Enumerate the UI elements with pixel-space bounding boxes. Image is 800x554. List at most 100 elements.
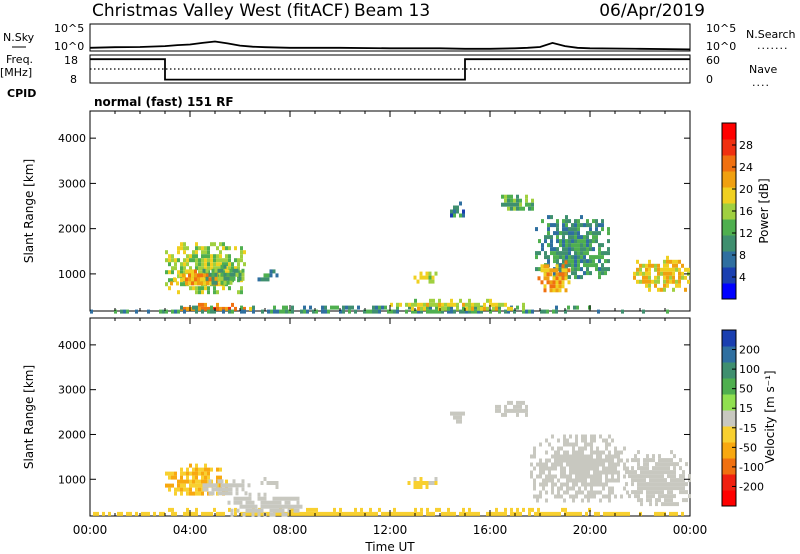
heatmap-cell [535,267,538,272]
heatmap-cell [220,272,224,277]
heatmap-cell [535,251,538,256]
heatmap-cell [135,309,138,314]
heatmap-cell [204,475,207,480]
heatmap-cell [180,282,183,287]
heatmap-cell [676,502,679,507]
heatmap-cell [555,309,558,314]
heatmap-cell [477,306,480,311]
heatmap-cell [228,306,231,311]
velocity-ytick-label-3: 4000 [58,339,86,352]
heatmap-cell [621,309,624,314]
heatmap-cell [519,206,522,211]
heatmap-cell [233,500,237,505]
heatmap-cell [673,474,676,479]
heatmap-cell [581,474,584,479]
heatmap-cell [414,507,417,512]
heatmap-cell [681,263,684,268]
heatmap-cell [589,231,592,236]
heatmap-cell [654,267,657,272]
heatmap-cell [195,471,198,476]
heatmap-cell [210,258,213,263]
heatmap-cell [599,450,602,455]
heatmap-cell [673,478,676,483]
heatmap-cell [569,434,572,439]
heatmap-cell [574,259,577,264]
mode-text: normal (fast) 151 RF [94,95,234,109]
heatmap-cell [216,262,219,267]
heatmap-cell [667,486,670,491]
heatmap-cell [559,263,562,268]
heatmap-cell [553,223,556,228]
heatmap-cell [453,511,456,516]
heatmap-cell [670,502,673,507]
heatmap-cell [260,504,264,509]
heatmap-cell [396,302,399,307]
heatmap-cell [583,243,586,248]
heatmap-cell [231,266,234,271]
velocity-colorbar-swatch-7 [722,378,736,395]
heatmap-cell [236,500,240,505]
heatmap-cell [501,412,504,417]
heatmap-cell [351,511,354,516]
heatmap-cell [663,259,666,264]
heatmap-cell [213,254,216,259]
heatmap-cell [223,264,227,269]
heatmap-cell [557,446,560,451]
heatmap-cell [571,247,574,252]
heatmap-cell [219,306,222,311]
heatmap-cell [249,511,252,516]
heatmap-cell [174,511,177,516]
heatmap-cell [593,478,596,483]
heatmap-cell [584,470,587,475]
heatmap-cell [191,277,194,282]
heatmap-cell [601,263,604,268]
heatmap-cell [586,223,589,228]
heatmap-cell [229,272,233,277]
heatmap-cell [590,486,593,491]
heatmap-cell [186,246,189,251]
heatmap-cell [210,242,213,247]
heatmap-cell [651,279,654,284]
heatmap-cell [552,284,556,289]
power-heatmap [90,194,690,314]
heatmap-cell [171,475,174,480]
heatmap-cell [525,412,528,417]
heatmap-cell [498,309,501,314]
heatmap-cell [241,479,245,484]
heatmap-cell [590,454,593,459]
heatmap-cell [599,470,602,475]
heatmap-cell [596,450,599,455]
heatmap-cell [516,404,519,409]
velocity-colorbar-label: Velocity [m s⁻¹] [763,370,777,463]
heatmap-cell [571,235,574,240]
heatmap-cell [413,275,417,280]
heatmap-cell [581,498,584,503]
heatmap-cell [195,266,198,271]
heatmap-cell [216,302,219,307]
heatmap-cell [396,305,399,310]
heatmap-cell [210,305,213,310]
heatmap-cell [541,243,544,248]
heatmap-cell [288,309,291,314]
heatmap-cell [434,271,438,276]
heatmap-cell [657,263,660,268]
heatmap-cell [682,470,685,475]
heatmap-cell [222,286,225,291]
heatmap-cell [599,490,602,495]
heatmap-cell [572,470,575,475]
heatmap-cell [658,498,661,503]
heatmap-cell [551,478,554,483]
heatmap-cell [507,198,510,203]
heatmap-cell [510,507,513,512]
heatmap-cell [611,466,614,471]
heatmap-cell [581,470,584,475]
heatmap-cell [206,273,209,278]
heatmap-cell [210,262,213,267]
heatmap-cell [408,305,411,310]
heatmap-cell [522,408,525,413]
heatmap-cell [486,298,489,303]
heatmap-cell [189,471,192,476]
heatmap-cell [575,450,578,455]
heatmap-cell [510,206,513,211]
